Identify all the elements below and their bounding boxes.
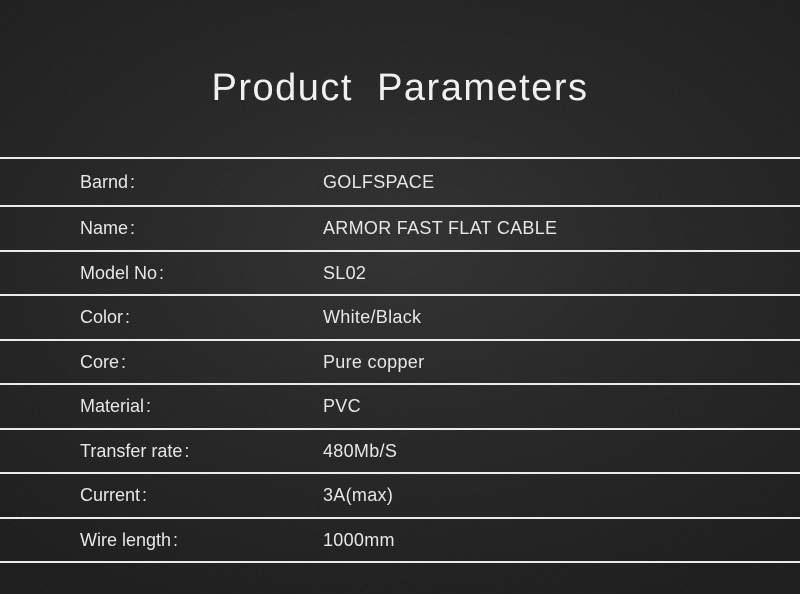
param-colon: : xyxy=(130,218,136,238)
param-colon: : xyxy=(142,485,148,505)
param-value: White/Black xyxy=(323,307,422,327)
param-label-wrap: Barnd: xyxy=(80,172,323,193)
param-value: PVC xyxy=(323,396,361,416)
param-colon: : xyxy=(125,307,131,327)
param-colon: : xyxy=(146,396,152,416)
param-value: ARMOR FAST FLAT CABLE xyxy=(323,218,558,238)
param-colon: : xyxy=(159,262,165,283)
param-label: Core xyxy=(80,351,120,372)
param-colon: : xyxy=(184,440,190,461)
param-label: Material xyxy=(80,396,145,416)
param-value: 480Mb/S xyxy=(323,440,398,461)
param-label-wrap: Material: xyxy=(80,396,323,417)
param-label-wrap: Model No: xyxy=(80,263,323,284)
param-label-wrap: Name: xyxy=(80,218,323,239)
param-value: GOLFSPACE xyxy=(323,171,435,192)
table-row: Transfer rate: 480Mb/S xyxy=(0,428,800,472)
table-row: Barnd: GOLFSPACE xyxy=(0,157,800,205)
page-title: Product Parameters xyxy=(211,67,589,109)
param-label: Barnd xyxy=(80,171,129,192)
param-value: Pure copper xyxy=(323,351,425,372)
param-label: Color xyxy=(80,307,124,327)
param-colon: : xyxy=(130,171,136,192)
spec-table: Barnd: GOLFSPACE Name: ARMOR FAST FLAT C… xyxy=(0,157,800,563)
table-row: Core: Pure copper xyxy=(0,339,800,383)
param-colon: : xyxy=(121,351,127,372)
param-value: 1000mm xyxy=(323,529,395,550)
table-row: Name: ARMOR FAST FLAT CABLE xyxy=(0,205,800,250)
table-row: Material: PVC xyxy=(0,383,800,428)
param-label-wrap: Transfer rate: xyxy=(80,441,323,462)
table-bottom-divider xyxy=(0,561,800,563)
param-label: Current xyxy=(80,485,141,505)
table-row: Current: 3A(max) xyxy=(0,472,800,517)
param-label: Wire length xyxy=(80,529,172,550)
param-value: 3A(max) xyxy=(323,485,394,505)
param-label-wrap: Current: xyxy=(80,485,323,506)
table-row: Model No: SL02 xyxy=(0,250,800,294)
table-row: Wire length: 1000mm xyxy=(0,517,800,561)
param-value: SL02 xyxy=(323,262,367,283)
param-label: Transfer rate xyxy=(80,440,183,461)
param-label-wrap: Core: xyxy=(80,352,323,373)
table-row: Color: White/Black xyxy=(0,294,800,339)
param-label-wrap: Color: xyxy=(80,307,323,328)
param-label: Name xyxy=(80,218,129,238)
param-label-wrap: Wire length: xyxy=(80,530,323,551)
param-colon: : xyxy=(173,529,179,550)
param-label: Model No xyxy=(80,262,158,283)
